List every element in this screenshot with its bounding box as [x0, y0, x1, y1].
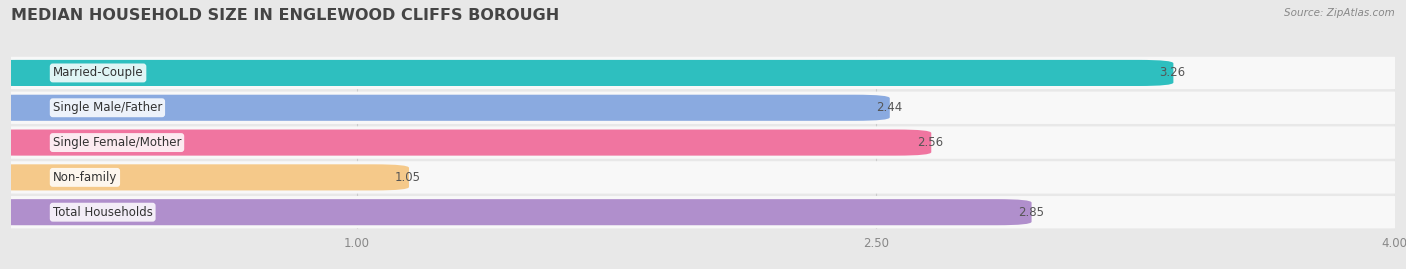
FancyBboxPatch shape — [0, 164, 409, 190]
FancyBboxPatch shape — [0, 129, 931, 156]
Text: Single Male/Father: Single Male/Father — [53, 101, 162, 114]
Text: 1.05: 1.05 — [395, 171, 422, 184]
FancyBboxPatch shape — [0, 126, 1406, 159]
FancyBboxPatch shape — [0, 199, 1032, 225]
Text: 2.56: 2.56 — [918, 136, 943, 149]
FancyBboxPatch shape — [0, 95, 890, 121]
FancyBboxPatch shape — [0, 161, 1406, 194]
Text: 2.85: 2.85 — [1018, 206, 1043, 219]
FancyBboxPatch shape — [0, 91, 1406, 124]
Text: Married-Couple: Married-Couple — [53, 66, 143, 79]
Text: MEDIAN HOUSEHOLD SIZE IN ENGLEWOOD CLIFFS BOROUGH: MEDIAN HOUSEHOLD SIZE IN ENGLEWOOD CLIFF… — [11, 8, 560, 23]
Text: Source: ZipAtlas.com: Source: ZipAtlas.com — [1284, 8, 1395, 18]
FancyBboxPatch shape — [0, 60, 1174, 86]
Text: 3.26: 3.26 — [1160, 66, 1185, 79]
FancyBboxPatch shape — [0, 196, 1406, 228]
Text: Non-family: Non-family — [53, 171, 117, 184]
FancyBboxPatch shape — [0, 57, 1406, 89]
Text: Total Households: Total Households — [53, 206, 153, 219]
Text: 2.44: 2.44 — [876, 101, 903, 114]
Text: Single Female/Mother: Single Female/Mother — [53, 136, 181, 149]
